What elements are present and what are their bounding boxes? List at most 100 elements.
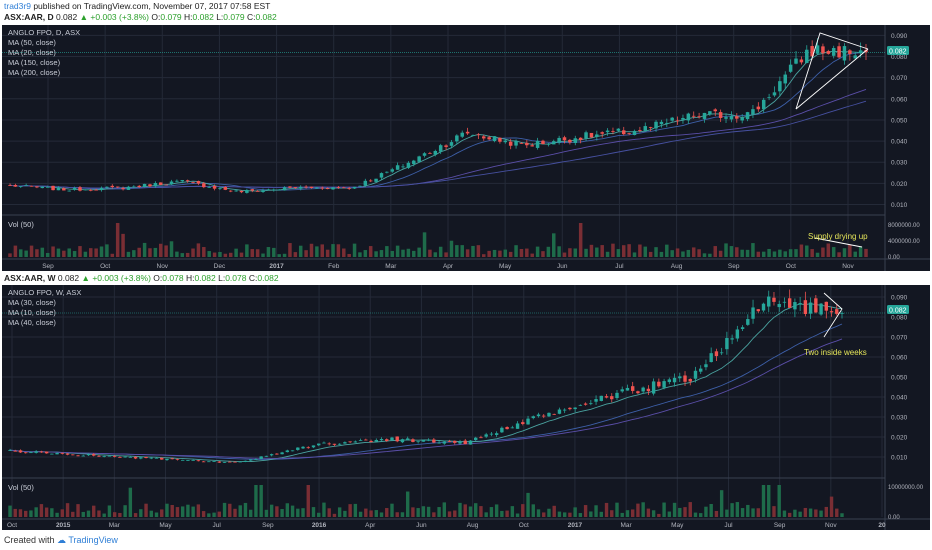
daily-last-price-tag (887, 46, 909, 55)
volume-bar (254, 485, 258, 517)
time-tick-label: Jul (213, 522, 222, 529)
volume-bar (102, 513, 106, 517)
candle-body (78, 187, 82, 191)
candle-body (667, 379, 672, 383)
volume-bar (180, 506, 185, 517)
candle-body (699, 368, 703, 372)
volume-bar (62, 250, 66, 257)
volume-bar (309, 243, 314, 257)
volume-bar (530, 253, 534, 257)
candle-body (160, 457, 164, 460)
volume-bar (526, 492, 530, 517)
time-tick-label: Feb (328, 263, 340, 270)
volume-bar (149, 510, 153, 517)
volume-bar (400, 512, 405, 517)
candle-body (437, 442, 441, 444)
volume-bar (212, 252, 217, 257)
footer-brand-link[interactable]: TradingView (68, 535, 118, 545)
candle-body (325, 188, 330, 190)
volume-bar (107, 505, 112, 517)
price-tick-label: 0.030 (891, 415, 908, 422)
volume-bar (675, 248, 680, 257)
candle-body (40, 186, 45, 189)
candle-body (149, 457, 153, 459)
candle-body (767, 96, 771, 98)
volume-bar (643, 246, 648, 257)
volume-bar (395, 512, 399, 517)
candle-body (175, 180, 179, 182)
candle-body (164, 184, 168, 186)
volume-bar (433, 252, 438, 257)
volume-bar (153, 247, 158, 257)
volume-bar (148, 248, 152, 257)
volume-bar (492, 249, 497, 257)
volume-bar (547, 508, 551, 517)
candle-body (432, 439, 436, 443)
candle-body (39, 451, 44, 453)
candle-body (788, 64, 793, 72)
candle-body (50, 453, 54, 455)
weekly-chart[interactable]: 0.090 0.080 0.070 0.060 0.050 0.040 0.030 0.020… (0, 285, 932, 530)
candle-body (175, 458, 180, 460)
candle-body (201, 461, 206, 463)
candle-body (651, 381, 656, 394)
time-tick-label: Oct (519, 522, 529, 529)
candle-body (794, 58, 798, 64)
volume-bar (761, 485, 766, 517)
volume-bar (298, 245, 303, 257)
volume-bar (535, 246, 540, 257)
candle-body (24, 184, 28, 186)
daily-chart[interactable]: 0.090 0.080 0.070 0.060 0.050 0.040 0.030 0.020… (0, 25, 932, 271)
candle-body (625, 387, 630, 391)
candle-body (536, 414, 541, 417)
up-arrow-icon: ▲ (81, 273, 90, 283)
author-link[interactable]: trad3r9 (4, 1, 31, 11)
candle-body (826, 51, 831, 54)
candle-body (81, 455, 85, 457)
candle-body (56, 187, 61, 191)
candle-body (648, 127, 653, 128)
volume-bar (160, 509, 164, 517)
candle-body (530, 145, 534, 147)
volume-bar (621, 245, 626, 257)
weekly-change: +0.003 (+3.8%) (92, 273, 151, 283)
candle-body (444, 145, 448, 147)
price-tick-label: 0.050 (891, 375, 908, 382)
candle-body (379, 438, 384, 441)
volume-bar (118, 512, 122, 517)
candle-body (840, 313, 844, 314)
candle-body (526, 418, 530, 425)
time-tick-label: Mar (109, 522, 121, 529)
candle-body (615, 392, 619, 399)
volume-bar (158, 243, 163, 257)
candle-body (568, 139, 572, 143)
volume-bar (417, 247, 421, 257)
volume-bar (437, 507, 441, 517)
volume-bar (128, 487, 133, 517)
candle-body (228, 461, 232, 463)
volume-bar (67, 248, 71, 257)
candle-body (455, 135, 459, 142)
volume-bar (412, 250, 416, 257)
candle-body (369, 440, 373, 443)
volume-bar (72, 251, 77, 257)
daily-o-label: O: (151, 12, 161, 22)
volume-bar (121, 233, 125, 257)
candle-body (600, 132, 604, 134)
weekly-header: ASX:AAR, W 0.082 ▲ +0.003 (+3.8%) O:0.07… (4, 273, 279, 283)
daily-legend-ma150: MA (150, close) (8, 58, 61, 67)
volume-bar (546, 246, 551, 257)
volume-bar (71, 511, 75, 517)
candle-body (132, 186, 136, 188)
candle-body (683, 375, 687, 382)
volume-bar (23, 510, 28, 517)
volume-bar (45, 252, 50, 257)
volume-bar (589, 511, 593, 517)
volume-bar (725, 509, 729, 517)
weekly-volume-bars (8, 485, 844, 517)
daily-volume-axis: 8000000.00 4000000.00 0.00 (888, 223, 920, 261)
daily-time-axis: Sep Oct Nov Dec 2017 Feb Mar Apr May Jun Jul Aug Sep… (42, 263, 854, 270)
volume-bar (819, 510, 823, 517)
candle-body (709, 353, 713, 363)
candle-body (646, 388, 651, 392)
